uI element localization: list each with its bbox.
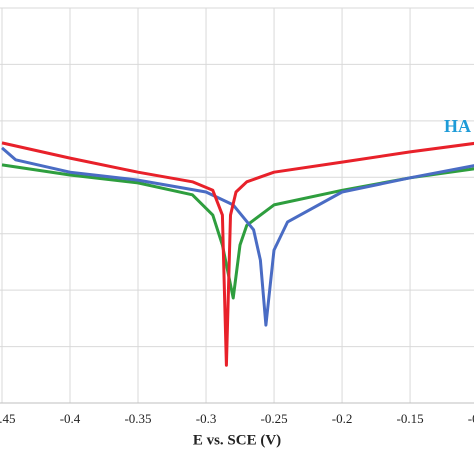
- x-tick-label: -0.15: [397, 411, 424, 426]
- data-line: [1, 163, 474, 300]
- x-tick-label: -0.2: [332, 411, 353, 426]
- data-line: [1, 141, 474, 367]
- x-tick-label: -0.4: [60, 411, 81, 426]
- annotation: HA: [444, 116, 471, 136]
- x-tick-label: -0.1: [468, 411, 474, 426]
- x-axis-label: E vs. SCE (V): [193, 432, 281, 448]
- x-tick-label: -0.3: [196, 411, 217, 426]
- x-tick-label: -0.45: [0, 411, 16, 426]
- x-tick-label: -0.25: [260, 411, 287, 426]
- data-line: [1, 146, 474, 327]
- x-tick-label: -0.35: [124, 411, 151, 426]
